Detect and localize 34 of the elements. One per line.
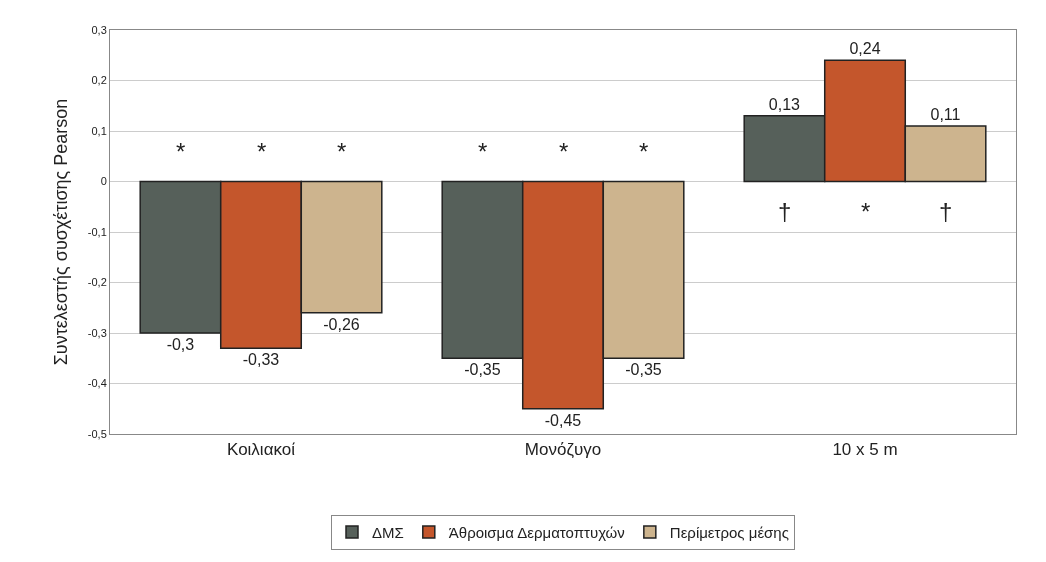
data-label: -0,3	[166, 336, 195, 353]
y-tick-label: -0,2	[87, 276, 107, 289]
y-tick-label: 0,1	[91, 124, 107, 137]
annotation: *	[861, 198, 871, 225]
data-label: 0,13	[768, 95, 801, 113]
annotation: *	[176, 138, 186, 165]
x-tick-label: Μονόζυγο	[524, 440, 602, 460]
legend-label: Άθροισμα Δερματοπτυχών	[448, 523, 625, 541]
y-tick-label: 0,2	[91, 74, 107, 87]
data-label: -0,45	[544, 411, 582, 429]
y-tick-label: -0,5	[87, 427, 107, 440]
data-label: -0,33	[242, 351, 280, 369]
data-label: 0,11	[930, 105, 961, 123]
y-tick-label: 0,3	[91, 23, 107, 36]
y-tick-label: -0,3	[87, 326, 107, 339]
annotation: *	[337, 138, 347, 165]
legend-label: Περίμετρος μέσης	[669, 523, 789, 541]
x-tick-label: Κοιλιακοί	[227, 440, 296, 460]
data-label: -0,26	[323, 315, 360, 333]
data-label: -0,35	[464, 361, 501, 379]
x-tick-label: 10 x 5 m	[832, 440, 898, 460]
annotation: *	[639, 138, 649, 165]
annotation: †	[778, 198, 792, 225]
data-label: -0,35	[625, 361, 662, 379]
data-label: 0,24	[849, 40, 881, 58]
annotation: *	[478, 138, 488, 165]
annotation: †	[939, 198, 953, 225]
y-tick-label: -0,1	[87, 225, 107, 238]
y-axis-title: Συντελεστής συσχέτισης Pearson	[51, 98, 72, 366]
legend-label: ΔΜΣ	[372, 523, 404, 541]
y-tick-label: 0	[100, 175, 107, 188]
y-tick-label: -0,4	[87, 377, 107, 390]
annotation: *	[559, 138, 569, 165]
annotation: *	[257, 138, 267, 165]
